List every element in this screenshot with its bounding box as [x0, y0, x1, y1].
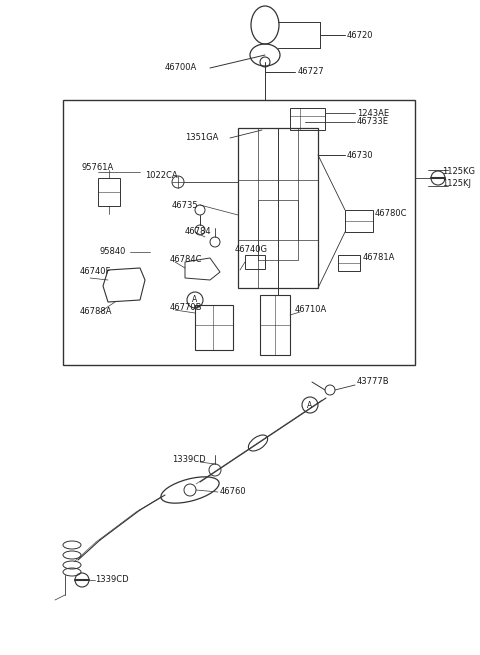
- Bar: [260, 295, 290, 355]
- Text: 1022CA: 1022CA: [145, 170, 178, 179]
- Bar: [195, 305, 233, 350]
- Text: 1125KG: 1125KG: [442, 168, 475, 176]
- Text: 46730: 46730: [347, 151, 373, 160]
- Bar: [98, 178, 120, 206]
- Text: 46733E: 46733E: [357, 117, 389, 126]
- Bar: [290, 108, 325, 130]
- Bar: [345, 210, 373, 232]
- Text: 46770B: 46770B: [170, 303, 203, 312]
- Text: 95761A: 95761A: [82, 164, 114, 172]
- Text: 46720: 46720: [347, 31, 373, 39]
- Text: 46780C: 46780C: [375, 208, 408, 217]
- Text: 1339CD: 1339CD: [172, 455, 205, 464]
- Text: 46784: 46784: [185, 227, 212, 236]
- Text: 46788A: 46788A: [80, 307, 112, 316]
- Bar: [338, 255, 360, 271]
- Text: 46740G: 46740G: [235, 246, 268, 255]
- Text: 46760: 46760: [220, 487, 247, 496]
- Text: A: A: [307, 400, 312, 409]
- Text: 1339CD: 1339CD: [95, 576, 129, 584]
- Text: 1125KJ: 1125KJ: [442, 179, 471, 189]
- Text: 46735: 46735: [172, 200, 199, 210]
- Bar: [238, 128, 318, 288]
- Text: 46727: 46727: [298, 67, 324, 77]
- Text: 46710A: 46710A: [295, 305, 327, 314]
- Bar: [258, 200, 298, 260]
- Text: 46781A: 46781A: [363, 253, 396, 263]
- Text: 46740F: 46740F: [80, 267, 111, 276]
- Text: 95840: 95840: [100, 248, 126, 257]
- Text: 43777B: 43777B: [357, 377, 390, 386]
- Text: 1351GA: 1351GA: [185, 134, 218, 143]
- Bar: [63, 100, 415, 365]
- Text: 46784C: 46784C: [170, 255, 203, 265]
- Bar: [245, 255, 265, 269]
- Text: 46700A: 46700A: [165, 64, 197, 73]
- Text: A: A: [192, 295, 198, 305]
- Text: 1243AE: 1243AE: [357, 109, 389, 117]
